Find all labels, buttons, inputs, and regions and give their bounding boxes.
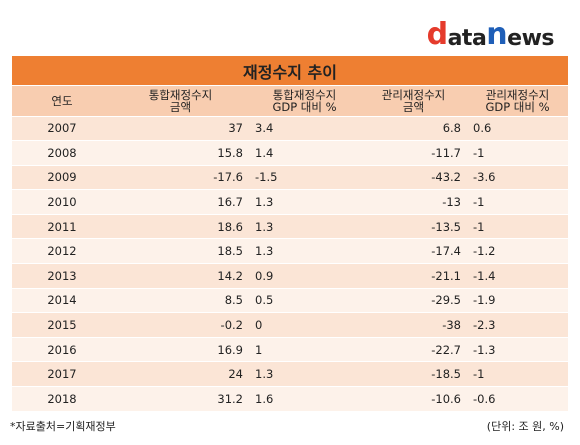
cell-managed-gdp: -1 bbox=[467, 361, 568, 388]
cell-year: 2010 bbox=[12, 189, 112, 215]
header-managed-amount-line1: 관리재정수지 bbox=[381, 87, 446, 102]
logo-letter-d: d bbox=[426, 17, 448, 52]
cell-managed-gdp: -1 bbox=[467, 140, 568, 166]
cell-managed-gdp: 0.6 bbox=[467, 116, 568, 142]
table-header-row: 연도 통합재정수지 금액 통합재정수지 GDP 대비 % 관리재정수지 금액 관… bbox=[12, 86, 568, 117]
cell-managed-amount: -13 bbox=[360, 189, 467, 215]
cell-managed-amount: -17.4 bbox=[360, 238, 467, 265]
table-row: 2014 8.5 0.5 -29.5 -1.9 bbox=[12, 288, 568, 314]
cell-integrated-amount: 8.5 bbox=[112, 288, 249, 314]
table-row: 2013 14.2 0.9 -21.1 -1.4 bbox=[12, 263, 568, 289]
cell-managed-gdp: -1.9 bbox=[467, 288, 568, 314]
cell-year: 2013 bbox=[12, 263, 112, 289]
cell-managed-amount: -10.6 bbox=[360, 386, 467, 412]
table-title-bar: 재정수지 추이 bbox=[12, 56, 568, 85]
table-row: 2009 -17.6 -1.5 -43.2 -3.6 bbox=[12, 165, 568, 191]
source-note: *자료출처=기획재정부 bbox=[10, 420, 116, 433]
cell-integrated-amount: 16.7 bbox=[112, 189, 249, 215]
cell-managed-amount: -13.5 bbox=[360, 214, 467, 240]
cell-year: 2014 bbox=[12, 288, 112, 314]
cell-integrated-amount: 15.8 bbox=[112, 140, 249, 166]
table-title: 재정수지 추이 bbox=[243, 62, 337, 82]
cell-managed-gdp: -1.4 bbox=[467, 263, 568, 289]
cell-integrated-gdp: 0.5 bbox=[249, 288, 360, 314]
cell-managed-gdp: -1 bbox=[467, 189, 568, 215]
cell-integrated-amount: 16.9 bbox=[112, 337, 249, 363]
cell-managed-gdp: -0.6 bbox=[467, 386, 568, 412]
logo-letters-ews: ews bbox=[507, 26, 554, 51]
cell-year: 2018 bbox=[12, 386, 112, 412]
fiscal-balance-table: 연도 통합재정수지 금액 통합재정수지 GDP 대비 % 관리재정수지 금액 관… bbox=[12, 86, 568, 412]
table-row: 2011 18.6 1.3 -13.5 -1 bbox=[12, 214, 568, 240]
cell-managed-gdp: -2.3 bbox=[467, 312, 568, 338]
cell-integrated-gdp: -1.5 bbox=[249, 165, 360, 191]
cell-year: 2015 bbox=[12, 312, 112, 338]
logo-letters-ata: ata bbox=[447, 26, 487, 51]
header-integrated-gdp-line2: GDP 대비 % bbox=[272, 99, 337, 114]
table-row: 2007 37 3.4 6.8 0.6 bbox=[12, 116, 568, 142]
header-managed-gdp: 관리재정수지 GDP 대비 % bbox=[467, 86, 568, 117]
cell-managed-amount: -43.2 bbox=[360, 165, 467, 191]
header-integrated-gdp-line1: 통합재정수지 bbox=[272, 87, 337, 102]
cell-managed-gdp: -1.2 bbox=[467, 238, 568, 265]
cell-integrated-amount: -17.6 bbox=[112, 165, 249, 191]
cell-managed-gdp: -1 bbox=[467, 214, 568, 240]
cell-managed-amount: -18.5 bbox=[360, 361, 467, 388]
table-row: 2010 16.7 1.3 -13 -1 bbox=[12, 189, 568, 215]
header-managed-amount-line2: 금액 bbox=[402, 99, 425, 114]
cell-integrated-amount: 31.2 bbox=[112, 386, 249, 412]
cell-integrated-amount: 24 bbox=[112, 361, 249, 388]
cell-year: 2016 bbox=[12, 337, 112, 363]
table-row: 2017 24 1.3 -18.5 -1 bbox=[12, 361, 568, 388]
cell-integrated-gdp: 0 bbox=[249, 312, 360, 338]
cell-integrated-gdp: 3.4 bbox=[249, 116, 360, 142]
cell-integrated-gdp: 1.6 bbox=[249, 386, 360, 412]
cell-integrated-amount: 14.2 bbox=[112, 263, 249, 289]
header-integrated-gdp: 통합재정수지 GDP 대비 % bbox=[249, 86, 360, 117]
header-managed-gdp-line1: 관리재정수지 bbox=[485, 87, 550, 102]
cell-managed-gdp: -1.3 bbox=[467, 337, 568, 363]
header-year: 연도 bbox=[12, 86, 112, 117]
cell-year: 2009 bbox=[12, 165, 112, 191]
logo-letter-n: n bbox=[486, 17, 508, 52]
cell-integrated-gdp: 1.3 bbox=[249, 361, 360, 388]
cell-managed-amount: -29.5 bbox=[360, 288, 467, 314]
cell-managed-amount: -38 bbox=[360, 312, 467, 338]
cell-managed-gdp: -3.6 bbox=[467, 165, 568, 191]
header-integrated-amount-line1: 통합재정수지 bbox=[148, 87, 213, 102]
cell-year: 2007 bbox=[12, 116, 112, 142]
datanews-logo: d ata n ews bbox=[426, 17, 555, 52]
cell-managed-amount: 6.8 bbox=[360, 116, 467, 142]
cell-integrated-amount: 18.5 bbox=[112, 238, 249, 265]
table-row: 2018 31.2 1.6 -10.6 -0.6 bbox=[12, 386, 568, 412]
cell-integrated-amount: -0.2 bbox=[112, 312, 249, 338]
cell-integrated-gdp: 1.3 bbox=[249, 214, 360, 240]
cell-integrated-gdp: 1.3 bbox=[249, 238, 360, 265]
unit-note: (단위: 조 원, %) bbox=[486, 420, 564, 433]
header-integrated-amount-line2: 금액 bbox=[169, 99, 192, 114]
cell-integrated-gdp: 1 bbox=[249, 337, 360, 363]
cell-year: 2011 bbox=[12, 214, 112, 240]
cell-year: 2008 bbox=[12, 140, 112, 166]
cell-managed-amount: -22.7 bbox=[360, 337, 467, 363]
cell-integrated-gdp: 1.3 bbox=[249, 189, 360, 215]
header-integrated-amount: 통합재정수지 금액 bbox=[112, 86, 249, 117]
cell-year: 2017 bbox=[12, 361, 112, 388]
cell-integrated-amount: 18.6 bbox=[112, 214, 249, 240]
cell-integrated-gdp: 0.9 bbox=[249, 263, 360, 289]
cell-integrated-amount: 37 bbox=[112, 116, 249, 142]
cell-integrated-gdp: 1.4 bbox=[249, 140, 360, 166]
cell-managed-amount: -11.7 bbox=[360, 140, 467, 166]
table-row: 2012 18.5 1.3 -17.4 -1.2 bbox=[12, 238, 568, 265]
header-managed-gdp-line2: GDP 대비 % bbox=[485, 99, 550, 114]
table-row: 2016 16.9 1 -22.7 -1.3 bbox=[12, 337, 568, 363]
header-managed-amount: 관리재정수지 금액 bbox=[360, 86, 467, 117]
cell-year: 2012 bbox=[12, 238, 112, 265]
table-row: 2015 -0.2 0 -38 -2.3 bbox=[12, 312, 568, 338]
table-row: 2008 15.8 1.4 -11.7 -1 bbox=[12, 140, 568, 166]
cell-managed-amount: -21.1 bbox=[360, 263, 467, 289]
